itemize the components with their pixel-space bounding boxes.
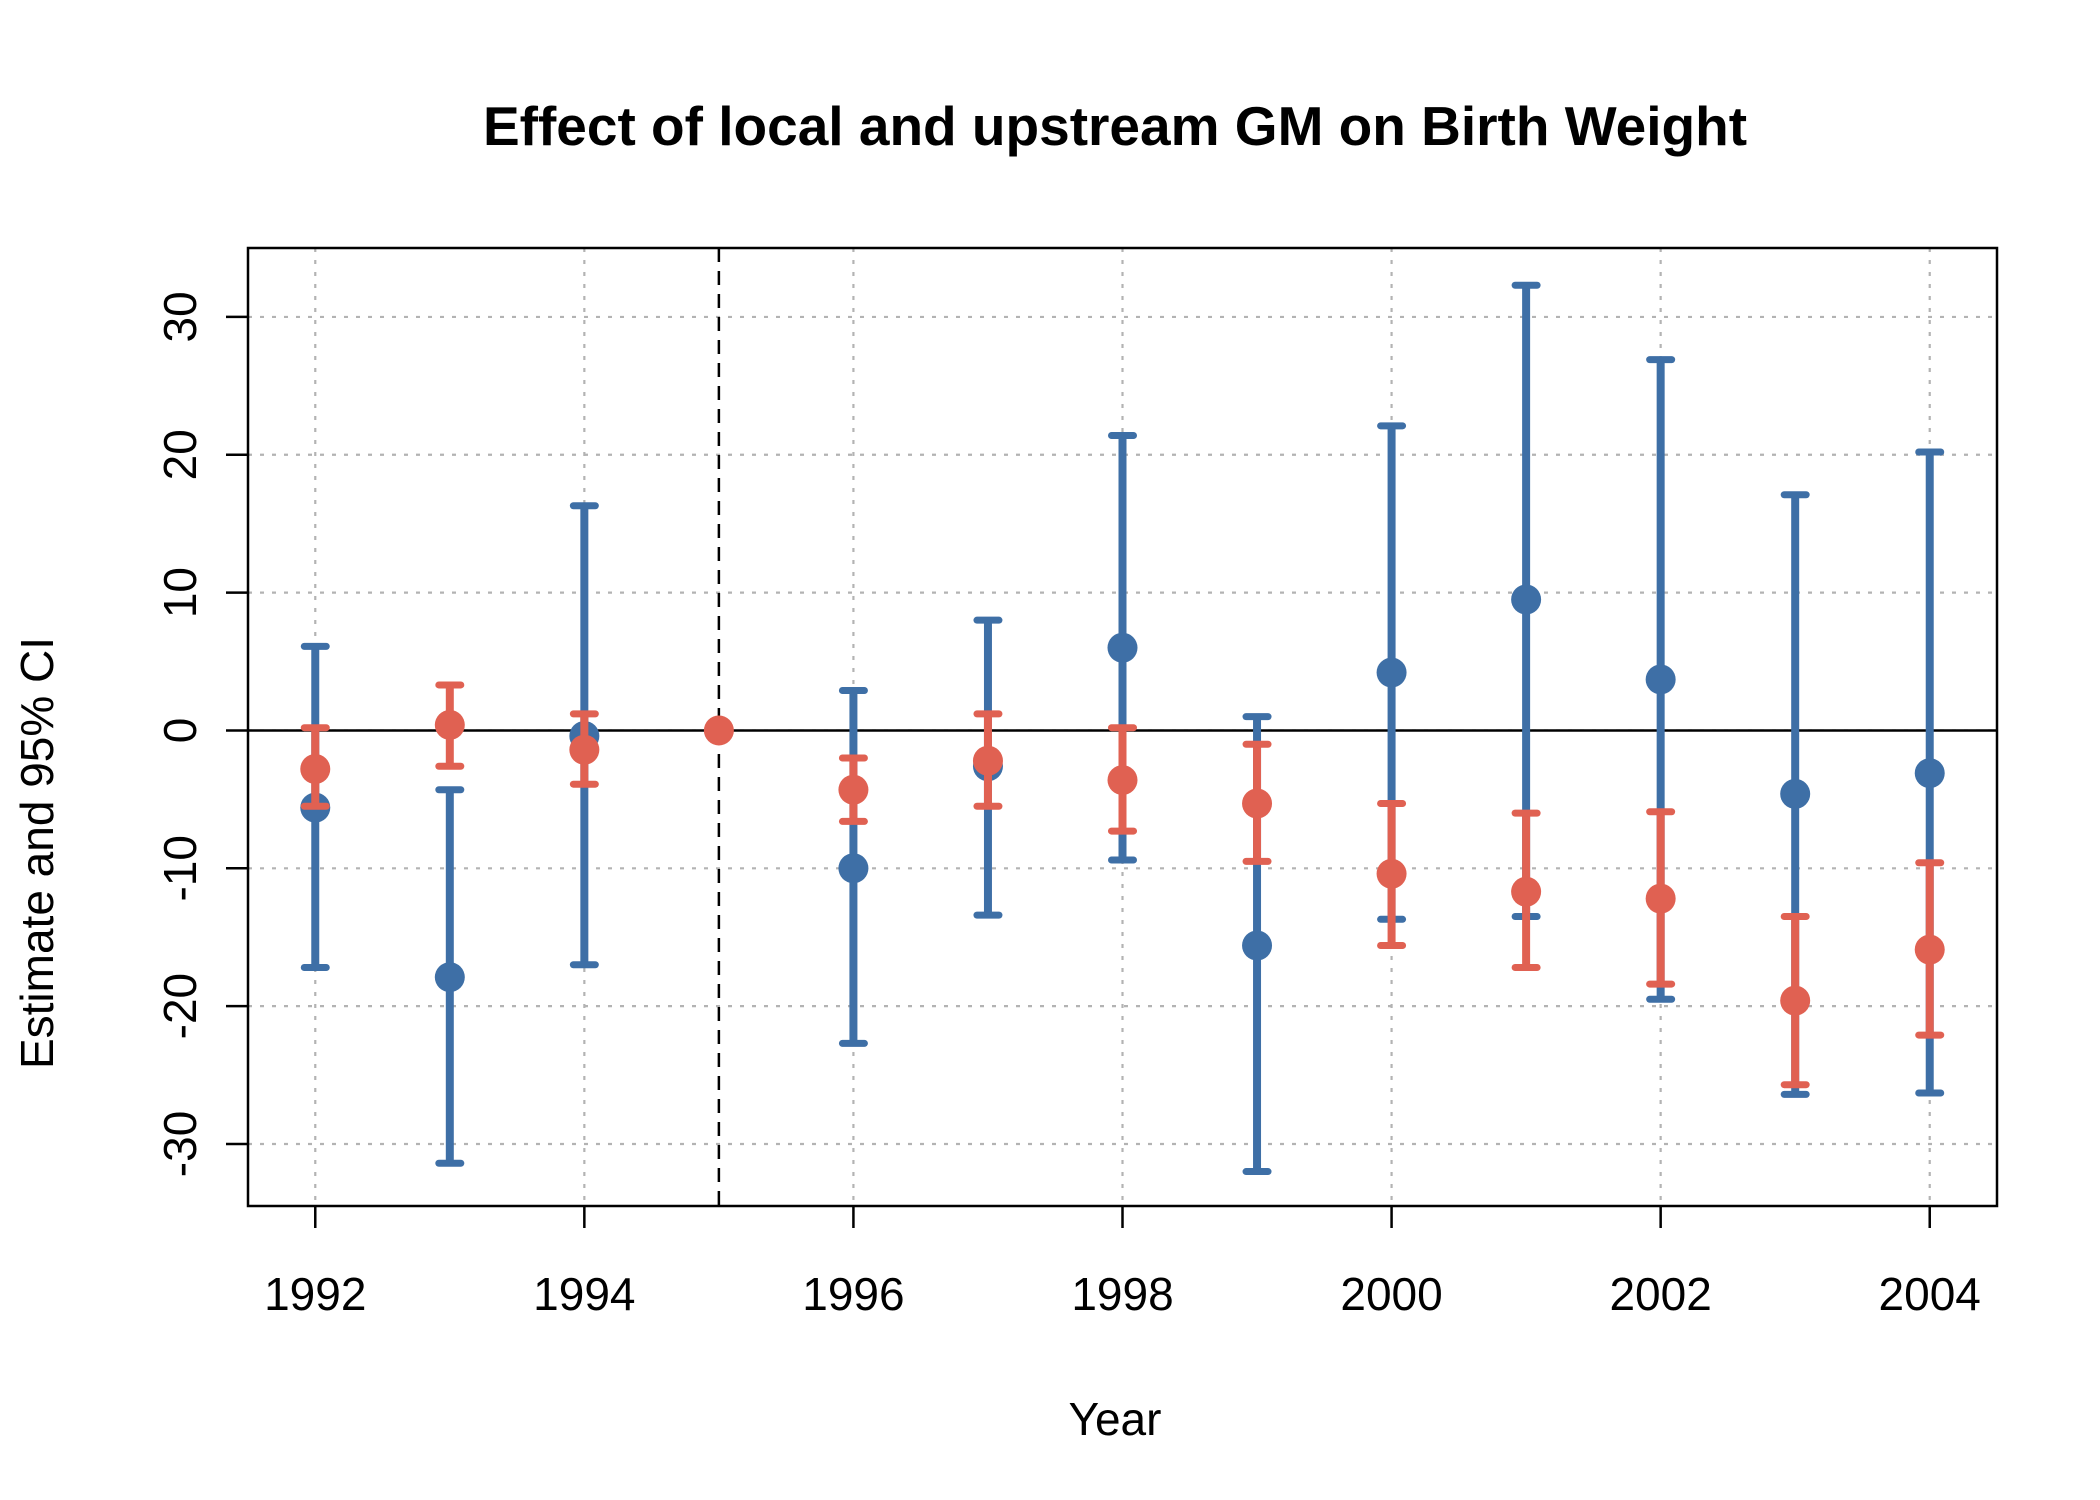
data-point [1376,858,1407,889]
data-point [703,715,734,746]
x-tick-label: 2002 [1609,1268,1711,1320]
data-point [434,962,465,993]
data-point [1780,778,1811,809]
data-point [300,754,331,785]
y-tick-label: -10 [154,835,206,901]
x-tick-label: 1992 [264,1268,366,1320]
data-point [1376,657,1407,688]
y-tick-label: 10 [154,567,206,618]
data-point [972,745,1003,776]
data-point [1914,758,1945,789]
data-point [1107,765,1138,796]
y-axis: -30 -20 -10 0 10 20 30 [154,291,248,1177]
data-point [1242,930,1273,961]
x-tick-label: 2004 [1879,1268,1981,1320]
data-point [434,709,465,740]
x-tick-label: 1998 [1071,1268,1173,1320]
series-1 [300,281,1945,1176]
y-axis-label: Estimate and 95% CI [11,637,63,1069]
x-axis-label: Year [1069,1393,1162,1445]
x-tick-label: 1996 [802,1268,904,1320]
y-tick-label: 0 [154,718,206,744]
data-point [838,853,869,884]
series-2 [300,681,1945,1089]
data-point [1645,664,1676,695]
y-tick-label: 30 [154,291,206,342]
chart-title: Effect of local and upstream GM on Birth… [483,95,1747,157]
data-point [838,774,869,805]
data-point [1780,985,1811,1016]
x-tick-label: 2000 [1340,1268,1442,1320]
y-tick-label: -20 [154,973,206,1039]
data-point [1511,876,1542,907]
data-point [1914,934,1945,965]
x-tick-label: 1994 [533,1268,635,1320]
data-point [1645,883,1676,914]
x-axis: 1992 1994 1996 1998 2000 2002 2004 [264,1206,1981,1320]
data-point [1107,632,1138,663]
data-point [1511,584,1542,615]
series-layer [300,281,1945,1176]
y-tick-label: 20 [154,429,206,480]
y-tick-label: -30 [154,1111,206,1177]
data-point [1242,788,1273,819]
data-point [569,734,600,765]
